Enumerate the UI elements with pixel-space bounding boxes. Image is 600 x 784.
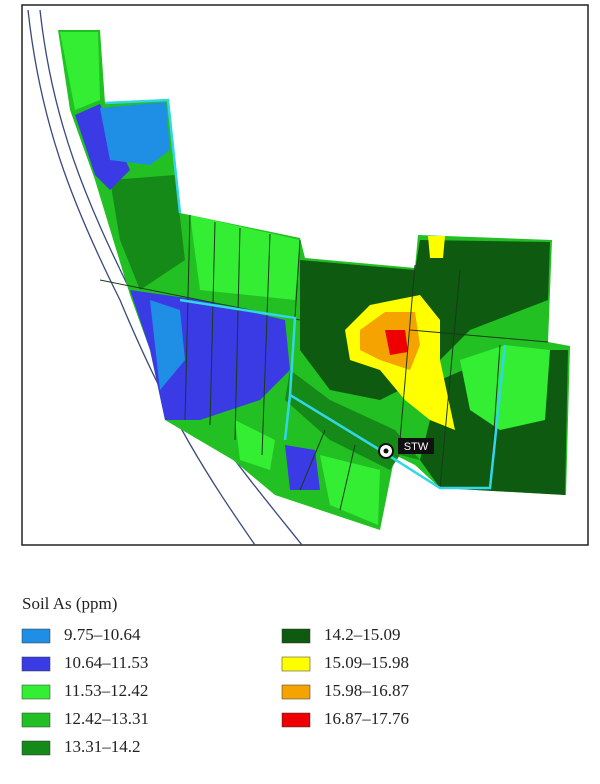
legend-swatch (281, 684, 311, 700)
legend-title: Soil As (ppm) (22, 594, 117, 613)
legend-label: 10.64–11.53 (64, 653, 148, 672)
legend-label: 16.87–17.76 (324, 709, 409, 728)
soil-zone (75, 104, 130, 190)
legend-swatch (21, 740, 51, 756)
legend-label: 9.75–10.64 (64, 625, 141, 644)
marker-label: STW (404, 441, 429, 453)
legend-label: 14.2–15.09 (324, 625, 401, 644)
legend-swatch (21, 656, 51, 672)
legend-swatch (21, 712, 51, 728)
legend-swatch (21, 628, 51, 644)
legend-swatch (281, 712, 311, 728)
soil-zone (235, 420, 275, 470)
legend-label: 12.42–13.31 (64, 709, 149, 728)
soil-zone (385, 330, 408, 355)
legend-label: 11.53–12.42 (64, 681, 148, 700)
legend-label: 13.31–14.2 (64, 737, 141, 756)
soil-zone (100, 102, 170, 165)
soil-zone (110, 175, 185, 290)
soil-zone (190, 215, 300, 300)
legend-swatch (281, 628, 311, 644)
legend-label: 15.98–16.87 (324, 681, 410, 700)
soil-zone (150, 300, 185, 390)
soil-map (58, 30, 570, 530)
soil-zone (285, 445, 320, 490)
soil-zone (320, 455, 380, 525)
legend-swatch (21, 684, 51, 700)
soil-zone (60, 32, 100, 110)
soil-zone (460, 345, 550, 430)
legend-label: 15.09–15.98 (324, 653, 409, 672)
marker: STW (378, 438, 434, 459)
soil-zone (428, 236, 445, 258)
legend-swatch (281, 656, 311, 672)
